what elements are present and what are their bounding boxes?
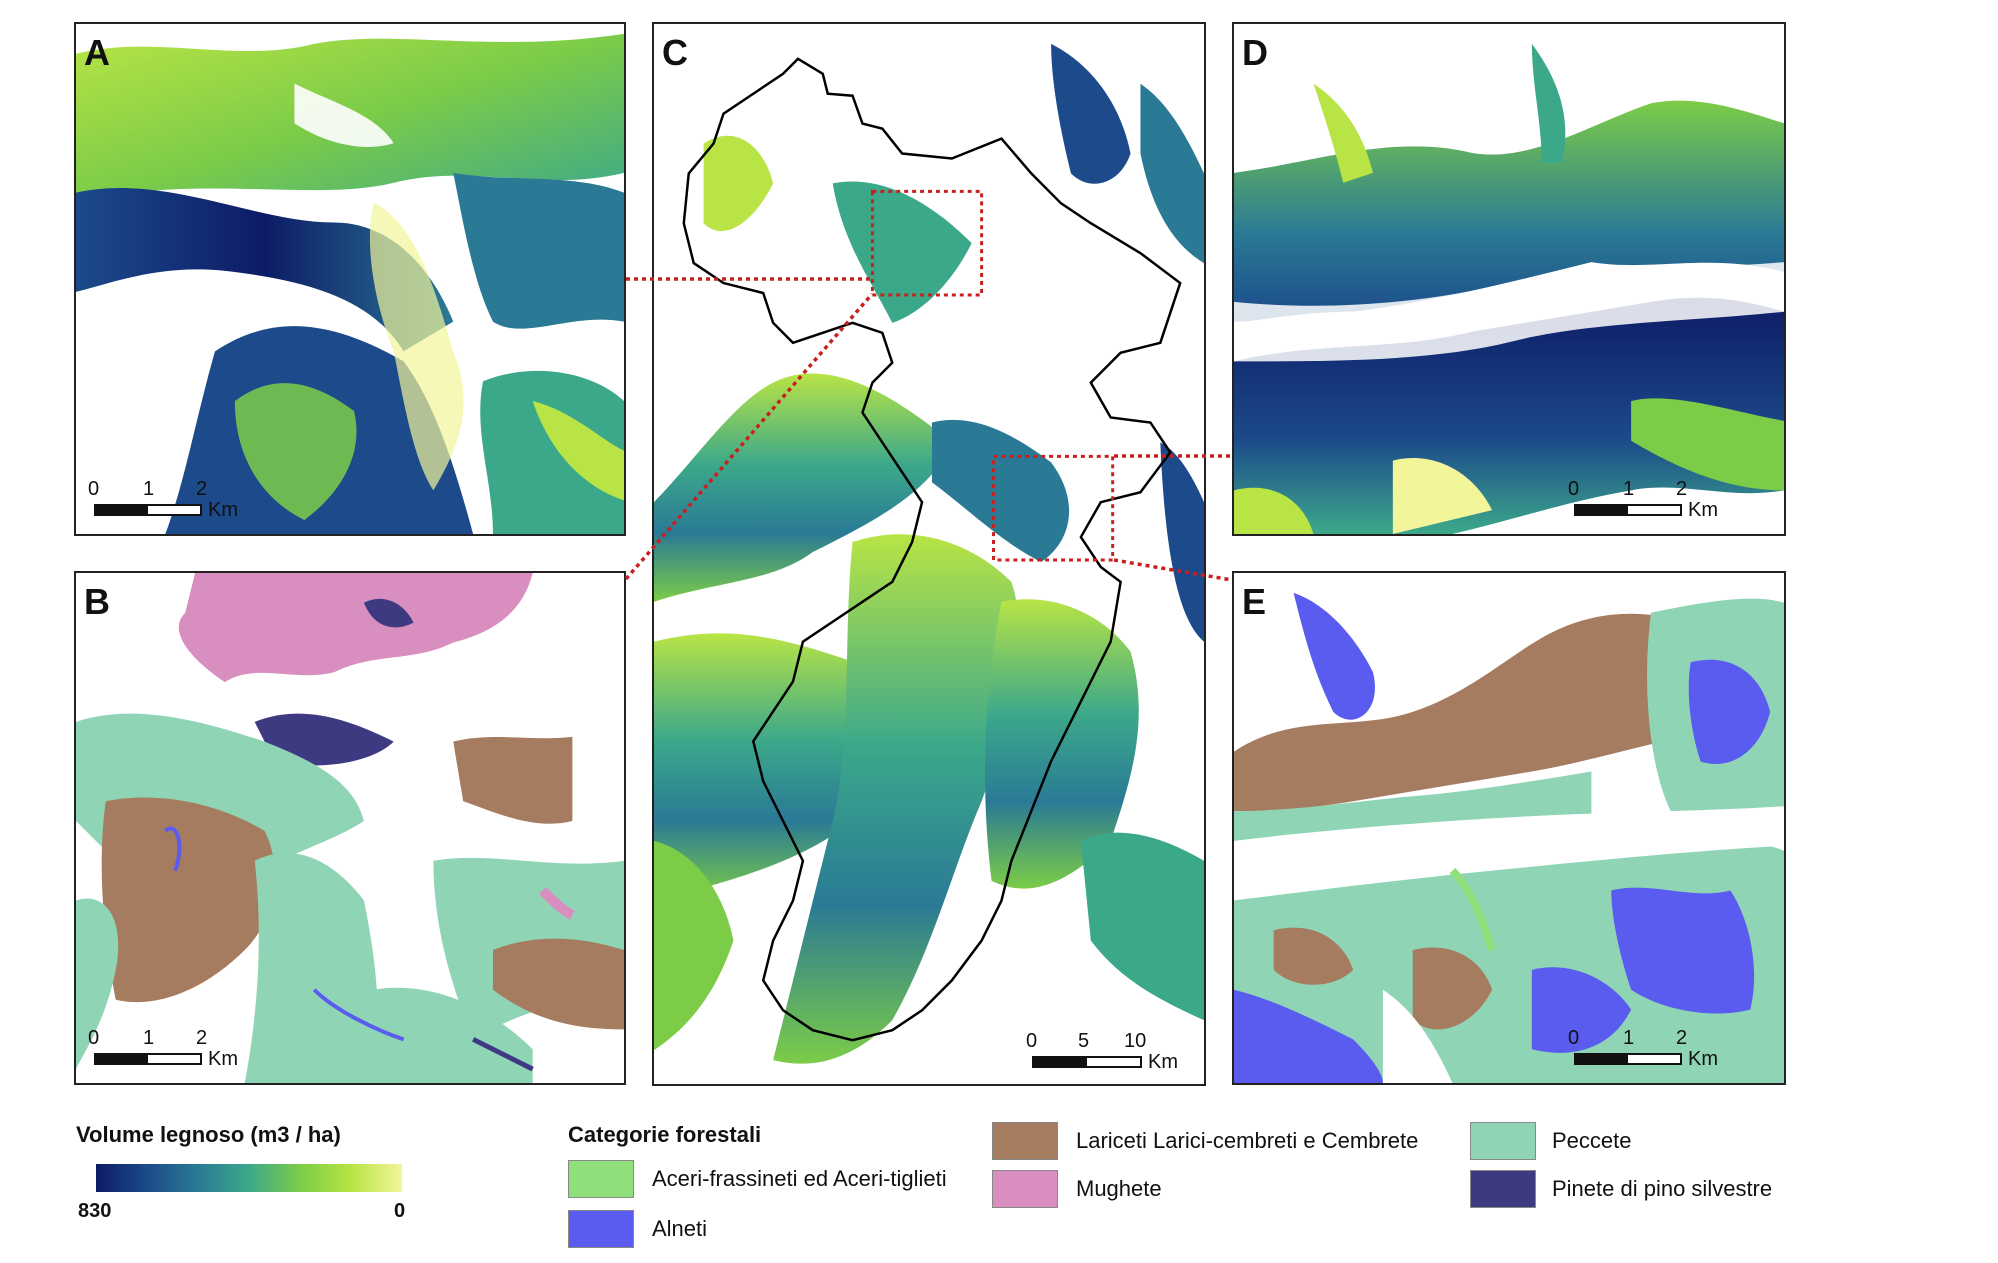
scale-tick: 0 [88, 1027, 100, 1049]
volume-legend-title: Volume legnoso (m3 / ha) [76, 1122, 341, 1147]
panel-a-label: A [84, 32, 110, 73]
volume-min-label: 0 [394, 1200, 406, 1222]
scale-unit: Km [208, 499, 238, 521]
panel-d-volume-map [1234, 24, 1784, 534]
scale-tick: 1 [1623, 1027, 1635, 1049]
forest-legend-title: Categorie forestali [568, 1122, 762, 1147]
scale-unit: Km [1688, 499, 1718, 521]
swatch-mughete [992, 1170, 1058, 1208]
panel-d-label: D [1242, 32, 1268, 73]
panel-e-forest-category-map [1234, 573, 1784, 1083]
swatch-alneti [568, 1210, 634, 1248]
inset-box-a [870, 189, 984, 297]
panel-c-label: C [662, 32, 688, 73]
panel-e-scalebar: 0 1 2 Km [1566, 1027, 1766, 1073]
scale-tick: 1 [143, 1027, 155, 1049]
scale-tick: 0 [1568, 478, 1580, 500]
scale-tick: 0 [1026, 1030, 1038, 1052]
legend-label-aceri: Aceri-frassineti ed Aceri-tiglieti [652, 1166, 947, 1191]
scale-unit: Km [1148, 1051, 1178, 1073]
legend-label-pinete: Pinete di pino silvestre [1552, 1176, 1773, 1201]
scale-tick: 2 [1676, 1027, 1688, 1049]
scale-unit: Km [1688, 1048, 1718, 1070]
panel-a-volume-map [76, 24, 624, 534]
scale-tick: 1 [1623, 478, 1635, 500]
swatch-peccete [1470, 1122, 1536, 1160]
panel-d-scalebar: 0 1 2 Km [1566, 478, 1766, 524]
panel-a: A 0 1 2 Km [74, 22, 626, 536]
panel-c: C 0 5 10 Km [652, 22, 1206, 1086]
scale-tick: 1 [143, 478, 155, 500]
legend-label-mughete: Mughete [1076, 1176, 1162, 1201]
panel-a-scalebar: 0 1 2 Km [86, 478, 316, 524]
legend-label-alneti: Alneti [652, 1216, 708, 1241]
panel-e: E 0 1 2 Km [1232, 571, 1786, 1085]
scale-tick: 2 [1676, 478, 1688, 500]
panel-c-overview-map [654, 24, 1204, 1084]
panel-d: D 0 1 2 Km [1232, 22, 1786, 536]
scale-tick: 2 [196, 1027, 208, 1049]
scale-tick: 0 [88, 478, 100, 500]
volume-gradient-bar [96, 1164, 402, 1192]
panel-b-forest-category-map [76, 573, 624, 1083]
panel-e-label: E [1242, 581, 1267, 622]
swatch-pinete [1470, 1170, 1536, 1208]
legend-label-peccete: Peccete [1552, 1128, 1632, 1153]
legend-label-lariceti: Lariceti Larici-cembreti e Cembrete [1076, 1128, 1419, 1153]
panel-b-label: B [84, 581, 110, 622]
scale-tick: 0 [1568, 1027, 1580, 1049]
scale-tick: 2 [196, 478, 208, 500]
scale-unit: Km [208, 1048, 238, 1070]
scale-tick: 5 [1078, 1030, 1090, 1052]
panel-c-scalebar: 0 5 10 Km [1024, 1030, 1194, 1076]
swatch-lariceti [992, 1122, 1058, 1160]
volume-max-label: 830 [78, 1200, 112, 1222]
panel-b: B 0 1 2 Km [74, 571, 626, 1085]
panel-b-scalebar: 0 1 2 Km [86, 1027, 316, 1073]
scale-tick: 10 [1124, 1030, 1147, 1052]
swatch-aceri [568, 1160, 634, 1198]
